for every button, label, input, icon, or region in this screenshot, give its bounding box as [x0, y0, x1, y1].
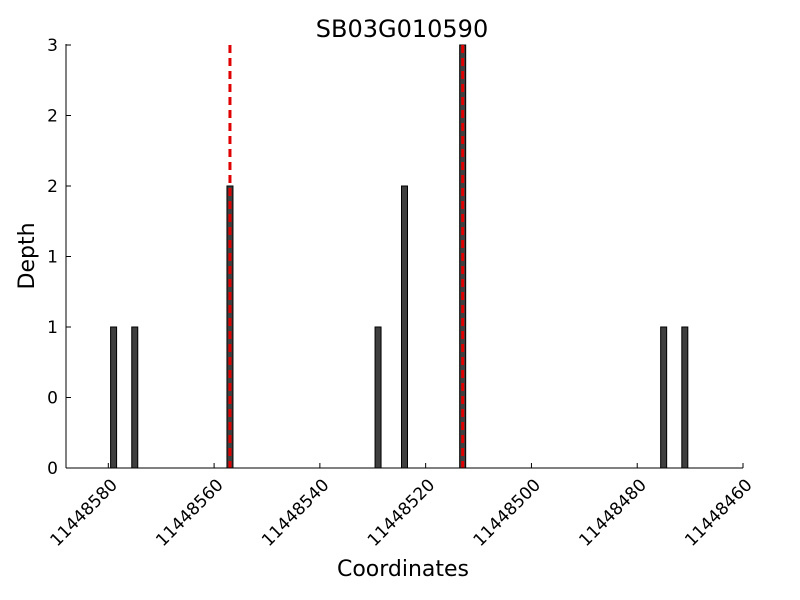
- plot-area: 0 0 1 1 2 2 3 11448580 11448560 11448540 11448520 1…: [47, 36, 757, 551]
- y-tick-label-0: 0: [47, 459, 58, 479]
- bar-0: [110, 326, 118, 469]
- x-tick-label-1: 11448560: [152, 475, 227, 550]
- y-tick-label-5: 2: [47, 107, 58, 127]
- y-axis-label: Depth: [15, 222, 40, 289]
- bar-7: [681, 326, 689, 469]
- bar-6: [660, 326, 668, 469]
- bar-4: [401, 185, 408, 469]
- x-tick-label-6: 11448460: [681, 475, 756, 550]
- bar-3: [374, 326, 382, 469]
- x-tick-label-2: 11448540: [258, 475, 333, 550]
- y-tick-label-6: 3: [47, 36, 58, 56]
- x-tick-label-3: 11448520: [364, 475, 439, 550]
- x-axis-label: Coordinates: [337, 557, 469, 582]
- x-tick-label-5: 11448480: [575, 475, 650, 550]
- bar-1: [131, 326, 139, 469]
- y-tick-label-3: 1: [47, 248, 58, 268]
- y-tick-label-2: 1: [47, 318, 58, 338]
- y-tick-label-4: 2: [47, 177, 58, 197]
- y-tick-label-1: 0: [47, 389, 58, 409]
- x-tick-label-0: 11448580: [47, 475, 122, 550]
- chart-title: SB03G010590: [316, 15, 488, 43]
- x-tick-label-4: 11448500: [470, 475, 545, 550]
